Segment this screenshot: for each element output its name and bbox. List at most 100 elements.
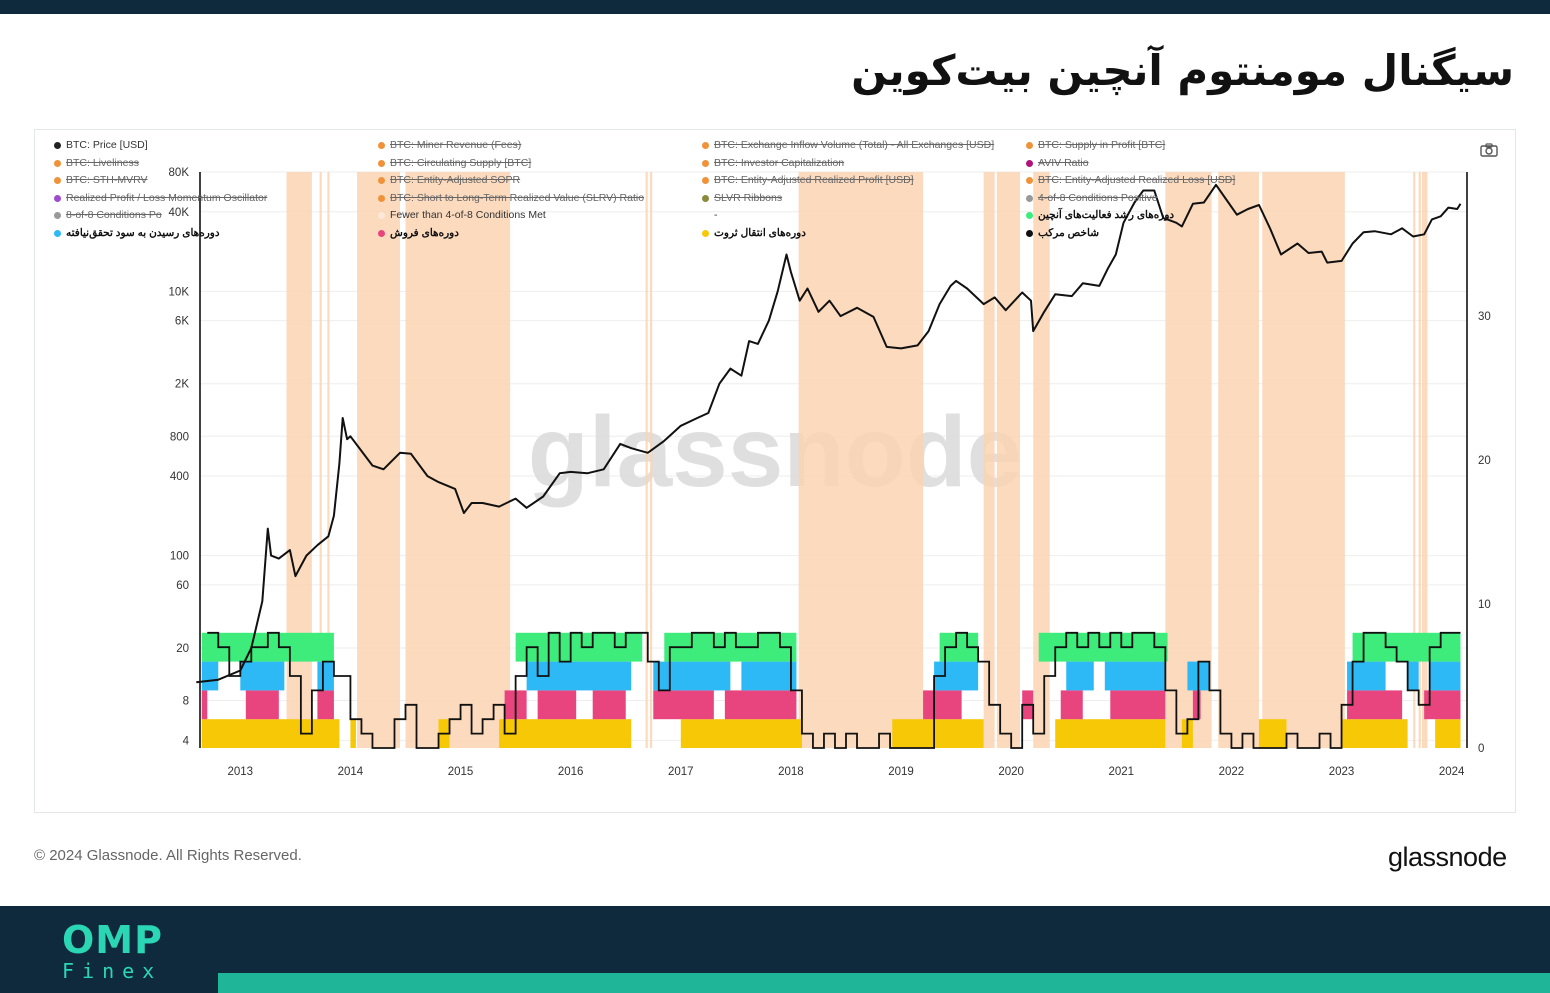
legend-dot <box>54 176 61 184</box>
legend-label: - <box>714 209 718 221</box>
legend-item[interactable]: دوره‌های انتقال ثروت <box>702 227 806 239</box>
signal-band <box>1347 661 1386 691</box>
brand-logo: OMP <box>62 918 163 962</box>
signal-band <box>1347 690 1403 720</box>
legend-item[interactable]: شاخص مرکب <box>1026 227 1099 239</box>
legend-label: BTC: Supply in Profit [BTC] <box>1038 139 1166 151</box>
y-tick-label: 10K <box>169 286 190 298</box>
legend-dot <box>378 229 385 237</box>
legend-item[interactable]: دوره‌های رشد فعالیت‌های آنچین <box>1026 209 1174 221</box>
legend-dot <box>702 176 709 184</box>
legend-item[interactable]: دوره‌های فروش <box>378 227 459 239</box>
legend-label: AVIV Ratio <box>1038 157 1089 169</box>
legend-item[interactable]: AVIV Ratio <box>1026 157 1089 169</box>
legend-label: BTC: Short to Long-Term Realized Value (… <box>390 192 645 204</box>
camera-icon[interactable] <box>1480 143 1498 157</box>
y-tick-label: 6K <box>175 316 189 328</box>
legend-dot <box>702 229 709 237</box>
legend-dot <box>702 194 709 202</box>
signal-band <box>741 661 797 691</box>
legend-label: 4-of-8 Conditions Positive <box>1038 192 1158 204</box>
caution-zone <box>327 172 330 748</box>
top-bar <box>0 0 1550 14</box>
legend-item[interactable]: BTC: Price [USD] <box>54 139 148 151</box>
signal-band <box>1055 719 1166 748</box>
legend-item[interactable]: Realized Profit / Loss Momentum Oscillat… <box>54 192 267 204</box>
caution-zone <box>1421 172 1428 748</box>
legend-item[interactable]: BTC: STH-MVRV <box>54 174 147 186</box>
signal-band <box>317 661 334 691</box>
legend-item[interactable]: BTC: Exchange Inflow Volume (Total) - Al… <box>702 139 994 151</box>
signal-band <box>245 690 279 720</box>
caution-zone <box>649 172 653 748</box>
caution-zone <box>319 172 322 748</box>
legend-item[interactable]: BTC: Entity-Adjusted SOPR <box>378 174 520 186</box>
legend-label: BTC: Miner Revenue (Fees) <box>390 139 522 151</box>
caution-zone <box>798 172 924 748</box>
signal-band <box>1192 690 1201 720</box>
legend-item[interactable]: BTC: Circulating Supply [BTC] <box>378 157 531 169</box>
y2-tick-label: 10 <box>1478 599 1491 611</box>
signal-band <box>653 661 731 691</box>
legend-label: BTC: STH-MVRV <box>66 174 148 186</box>
watermark: glassnode <box>528 396 1023 508</box>
y-tick-label: 800 <box>170 431 189 443</box>
y2-tick-label: 20 <box>1478 455 1491 467</box>
legend-dot <box>54 194 61 202</box>
y-tick-label: 4 <box>183 735 190 747</box>
signal-band <box>1060 690 1083 720</box>
signal-band <box>1110 690 1166 720</box>
signal-band <box>724 690 797 720</box>
x-tick-label: 2022 <box>1219 766 1245 778</box>
caution-zone <box>983 172 995 748</box>
legend-item[interactable]: 8-of-8 Conditions Po <box>54 209 162 221</box>
legend-label: SLVR Ribbons <box>714 192 783 204</box>
legend-dot <box>1026 141 1033 149</box>
caution-zone <box>1413 172 1416 748</box>
legend-item[interactable]: BTC: Entity-Adjusted Realized Loss [USD] <box>1026 174 1235 186</box>
legend-dot <box>378 141 385 149</box>
signal-band <box>1104 661 1166 691</box>
legend-label: Realized Profit / Loss Momentum Oscillat… <box>66 192 268 204</box>
legend-item[interactable]: BTC: Entity-Adjusted Realized Profit [US… <box>702 174 914 186</box>
legend-item[interactable]: 4-of-8 Conditions Positive <box>1026 192 1158 204</box>
legend-item[interactable]: BTC: Miner Revenue (Fees) <box>378 139 521 151</box>
legend-label: BTC: Investor Capitalization <box>714 157 845 169</box>
legend-item[interactable]: - <box>702 209 718 221</box>
legend-label: Fewer than 4-of-8 Conditions Met <box>390 209 546 221</box>
caution-zone <box>405 172 511 748</box>
signal-band <box>499 719 632 748</box>
signal-band <box>537 690 577 720</box>
legend-dot <box>702 141 709 149</box>
legend-item[interactable]: SLVR Ribbons <box>702 192 782 204</box>
legend-item[interactable]: BTC: Supply in Profit [BTC] <box>1026 139 1165 151</box>
legend-item[interactable]: دوره‌های رسیدن به سود تحقق‌نیافته <box>54 227 220 239</box>
legend-item[interactable]: BTC: Short to Long-Term Realized Value (… <box>378 192 644 204</box>
y-tick-label: 8 <box>183 696 189 708</box>
signal-band <box>201 661 219 691</box>
x-tick-label: 2017 <box>668 766 694 778</box>
legend-label: دوره‌های رشد فعالیت‌های آنچین <box>1038 209 1175 221</box>
legend-item[interactable]: BTC: Investor Capitalization <box>702 157 844 169</box>
y-tick-label: 80K <box>169 167 190 179</box>
y2-tick-label: 0 <box>1478 743 1484 755</box>
y-tick-label: 100 <box>170 551 189 563</box>
signal-band <box>592 690 626 720</box>
x-tick-label: 2021 <box>1109 766 1135 778</box>
x-tick-label: 2020 <box>998 766 1024 778</box>
caution-zone <box>1033 172 1050 748</box>
signal-band <box>1429 661 1461 691</box>
y-tick-label: 20 <box>176 643 189 655</box>
x-tick-label: 2018 <box>778 766 804 778</box>
signal-band <box>201 690 208 720</box>
legend-item[interactable]: Fewer than 4-of-8 Conditions Met <box>378 209 546 221</box>
y-tick-label: 400 <box>170 471 189 483</box>
legend-dot <box>54 141 61 149</box>
caution-zone <box>645 172 648 748</box>
legend-item[interactable]: BTC: Liveliness <box>54 157 139 169</box>
y2-tick-label: 30 <box>1478 311 1491 323</box>
legend-label: دوره‌های انتقال ثروت <box>714 227 806 239</box>
signal-band <box>350 719 356 748</box>
copyright: © 2024 Glassnode. All Rights Reserved. <box>34 847 302 864</box>
